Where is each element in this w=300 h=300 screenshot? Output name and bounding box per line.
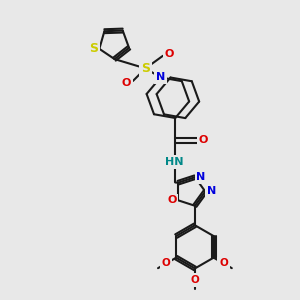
Text: HN: HN (164, 157, 183, 167)
Text: O: O (122, 77, 131, 88)
Text: N: N (156, 72, 165, 82)
Text: O: O (165, 49, 174, 59)
Text: N: N (196, 172, 206, 182)
Text: O: O (219, 258, 228, 268)
Text: O: O (162, 258, 171, 268)
Text: N: N (156, 72, 165, 82)
Text: S: S (89, 42, 98, 55)
Text: O: O (167, 195, 177, 205)
Text: O: O (190, 275, 199, 285)
Text: O: O (199, 136, 208, 146)
Text: N: N (207, 187, 216, 196)
Text: S: S (141, 62, 150, 75)
